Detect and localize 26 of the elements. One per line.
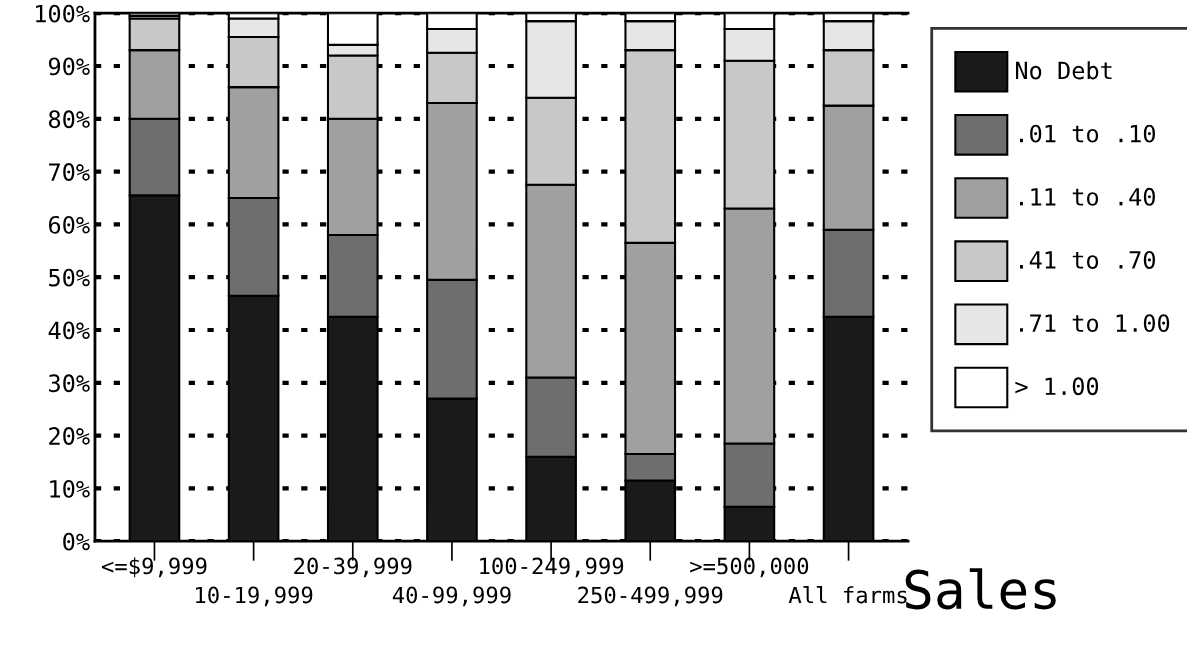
legend-label: > 1.00 — [1015, 377, 1099, 396]
legend-label: .01 to .10 — [1020, 124, 1155, 143]
y-tick-label: 60% — [48, 215, 90, 234]
legend-label: .71 to 1.00 — [1020, 314, 1170, 333]
x-tick-label: 250-499,999 — [578, 586, 723, 607]
x-tick-label: <=$9,999 — [101, 557, 207, 578]
x-tick-label: 10-19,999 — [196, 586, 313, 607]
y-tick-label: 0% — [63, 532, 90, 551]
y-tick-label: 30% — [49, 374, 90, 393]
y-tick-label: 100% — [36, 4, 90, 23]
legend-label: .11 to .40 — [1020, 187, 1155, 206]
x-tick-label: 20-39,999 — [294, 557, 412, 578]
legend-label: .41 to .70 — [1020, 251, 1155, 269]
x-tick-label: >=500,000 — [690, 557, 809, 578]
x-axis-title: Sales — [905, 568, 1056, 610]
legend-label: No Debt — [1015, 61, 1112, 80]
y-tick-label: 70% — [49, 163, 90, 181]
x-tick-label: 40-99,999 — [392, 586, 511, 607]
x-tick-label: All farms — [788, 586, 907, 604]
y-tick-label: 80% — [48, 110, 90, 129]
y-tick-label: 20% — [49, 427, 90, 445]
y-tick-label: 10% — [50, 479, 90, 498]
y-tick-label: 50% — [49, 268, 90, 287]
y-tick-label: 90% — [48, 57, 90, 76]
y-tick-label: 40% — [48, 321, 90, 340]
x-tick-label: 100-249,999 — [480, 557, 624, 578]
